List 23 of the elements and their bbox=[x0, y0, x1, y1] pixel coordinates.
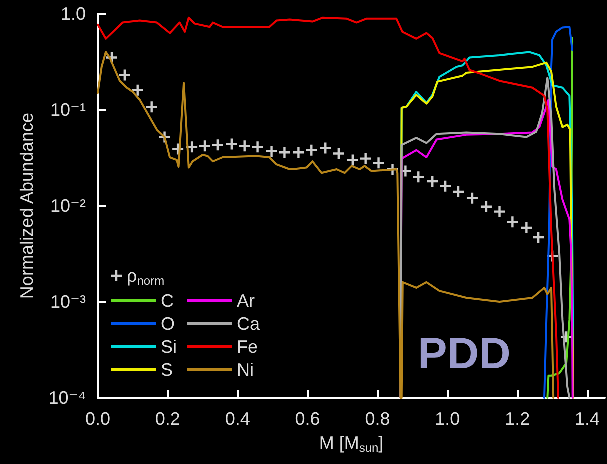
x-tick-label: 1.2 bbox=[505, 409, 530, 429]
x-tick-label: 0.8 bbox=[365, 409, 390, 429]
y-tick-label: 10⁻⁴ bbox=[48, 388, 86, 408]
legend-label: O bbox=[161, 314, 176, 334]
x-tick-label: 1.0 bbox=[435, 409, 460, 429]
legend-label: Ni bbox=[237, 360, 254, 380]
x-tick-label: 1.4 bbox=[575, 409, 600, 429]
legend-label: Si bbox=[161, 337, 178, 357]
x-tick-label: 0.6 bbox=[295, 409, 320, 429]
y-tick-label: 10⁻³ bbox=[50, 292, 86, 312]
x-tick-label: 0.4 bbox=[225, 409, 250, 429]
y-tick-label: 10⁻¹ bbox=[50, 100, 86, 120]
y-tick-label: 1.0 bbox=[60, 4, 86, 24]
legend-label: Ar bbox=[237, 291, 256, 311]
legend-label: Ca bbox=[237, 314, 261, 334]
legend-label: Fe bbox=[237, 337, 258, 357]
x-tick-label: 0.0 bbox=[85, 409, 111, 429]
y-tick-label: 10⁻² bbox=[50, 196, 86, 216]
x-tick-label: 0.2 bbox=[155, 409, 180, 429]
legend-label: C bbox=[161, 291, 174, 311]
annotation: PDD bbox=[418, 330, 511, 378]
legend-label: S bbox=[161, 360, 174, 380]
y-axis-title: Normalized Abundance bbox=[17, 112, 37, 300]
